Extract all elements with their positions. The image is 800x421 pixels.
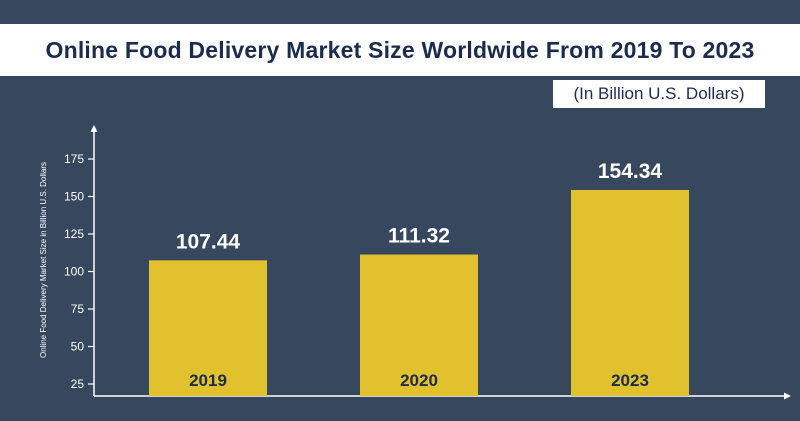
bars	[149, 189, 689, 396]
y-tick-label: 25	[71, 377, 85, 391]
y-tick-label: 100	[64, 265, 84, 279]
category-label: 2020	[400, 371, 438, 390]
value-label: 154.34	[598, 160, 663, 183]
y-tick-label: 175	[64, 152, 84, 166]
y-axis-label: Online Food Delivery Market Size in Bill…	[39, 162, 48, 358]
category-label: 2023	[611, 371, 649, 390]
y-tick-label: 75	[71, 302, 85, 316]
chart-subtitle: (In Billion U.S. Dollars)	[553, 80, 765, 108]
x-axis-arrow	[784, 392, 791, 400]
value-label: 107.44	[176, 230, 241, 253]
y-tick-label: 50	[71, 340, 85, 354]
category-label: 2019	[189, 371, 227, 390]
y-tick-label: 150	[64, 190, 84, 204]
bar-labels: 107.44 2019 111.32 2020 154.34 2023	[176, 160, 663, 390]
bar-2019	[149, 260, 267, 396]
y-tick-label: 125	[64, 227, 84, 241]
y-axis-arrow	[90, 125, 98, 132]
y-ticks: 25 50 75 100 125 150 175	[64, 152, 94, 391]
chart-title: Online Food Delivery Market Size Worldwi…	[45, 36, 755, 63]
value-label: 111.32	[388, 225, 450, 248]
bar-2023	[571, 189, 689, 396]
title-band: Online Food Delivery Market Size Worldwi…	[0, 24, 800, 76]
bar-2020	[360, 254, 478, 396]
